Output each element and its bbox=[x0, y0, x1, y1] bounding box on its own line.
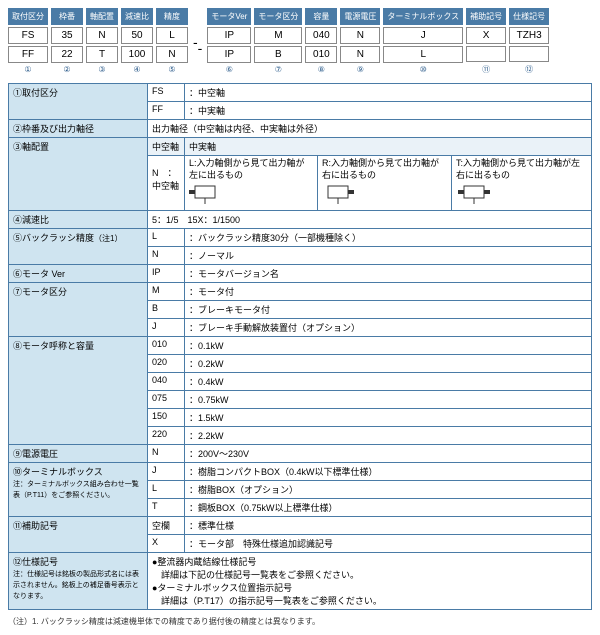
table-row: ①取付区分 FS ：中空軸 bbox=[9, 84, 592, 102]
builder-col: 枠番 35 22 ② bbox=[51, 8, 83, 75]
footnote: （注）1. バックラッシ精度は減速機単体での精度であり据付後の精度とは異なります… bbox=[8, 616, 592, 627]
builder-col: モータ区分 M B ⑦ bbox=[254, 8, 302, 75]
table-row: ⑦モータ区分 M ：モータ付 bbox=[9, 283, 592, 301]
table-row: ②枠番及び出力軸径 出力軸径（中空軸は内径、中実軸は外径） bbox=[9, 120, 592, 138]
desc: ：中空軸 bbox=[185, 84, 592, 102]
builder-header: 取付区分 bbox=[8, 8, 48, 25]
diagram-t: T:入力軸側から見て出力軸が左右に出るもの bbox=[451, 156, 591, 211]
builder-col: 仕様記号 TZH3 ⑫ bbox=[509, 8, 549, 75]
builder-col: 電源電圧 N N ⑨ bbox=[340, 8, 380, 75]
table-row: ⑥モータ Ver IP ：モータバージョン名 bbox=[9, 265, 592, 283]
code: FS bbox=[148, 84, 185, 102]
builder-cell: FS bbox=[8, 27, 48, 44]
table-row: ⑩ターミナルボックス注：ターミナルボックス組み合わせ一覧表（P.T11）をご参照… bbox=[9, 463, 592, 481]
builder-col: 取付区分 FS FF ① bbox=[8, 8, 48, 75]
table-row: ⑪補助記号 空欄 ：標準仕様 bbox=[9, 517, 592, 535]
table-row: ④減速比 5：1/5 15X：1/1500 bbox=[9, 211, 592, 229]
builder-col: 減速比 50 100 ④ bbox=[121, 8, 153, 75]
builder-col: 軸配置 N T ③ bbox=[86, 8, 118, 75]
table-row: ⑧モータ呼称と容量 010：0.1kW bbox=[9, 337, 592, 355]
dash: -- bbox=[191, 8, 204, 75]
table-row: ③軸配置 中空軸 中実軸 bbox=[9, 138, 592, 156]
builder-col: 精度 L N ⑤ bbox=[156, 8, 188, 75]
builder-col: ターミナルボックス J L ⑩ bbox=[383, 8, 463, 75]
diagram-l: L:入力軸側から見て出力軸が左に出るもの bbox=[185, 156, 318, 211]
builder-col: 補助記号 X ⑪ bbox=[466, 8, 506, 75]
table-row: ⑤バックラッシ精度（注1） L ：バックラッシ精度30分（一部機種除く） bbox=[9, 229, 592, 247]
builder-num: ① bbox=[8, 65, 48, 74]
spec-table: ①取付区分 FS ：中空軸 FF ：中実軸 ②枠番及び出力軸径 出力軸径（中空軸… bbox=[8, 83, 592, 610]
table-row: ⑫仕様記号注：仕様記号は銘板の製品形式名には表示されません。銘板上の補足番号表示… bbox=[9, 553, 592, 610]
diagram-r: R:入力軸側から見て出力軸が右に出るもの bbox=[317, 156, 451, 211]
builder-col: 容量 040 010 ⑧ bbox=[305, 8, 337, 75]
builder-col: モータVer IP IP ⑥ bbox=[207, 8, 251, 75]
builder-cell: FF bbox=[8, 46, 48, 63]
table-row: ⑨電源電圧 N ：200V～230V bbox=[9, 445, 592, 463]
row-label: ①取付区分 bbox=[9, 84, 148, 120]
code-builder: 取付区分 FS FF ① 枠番 35 22 ② 軸配置 N T ③ 減速比 50… bbox=[8, 8, 592, 75]
